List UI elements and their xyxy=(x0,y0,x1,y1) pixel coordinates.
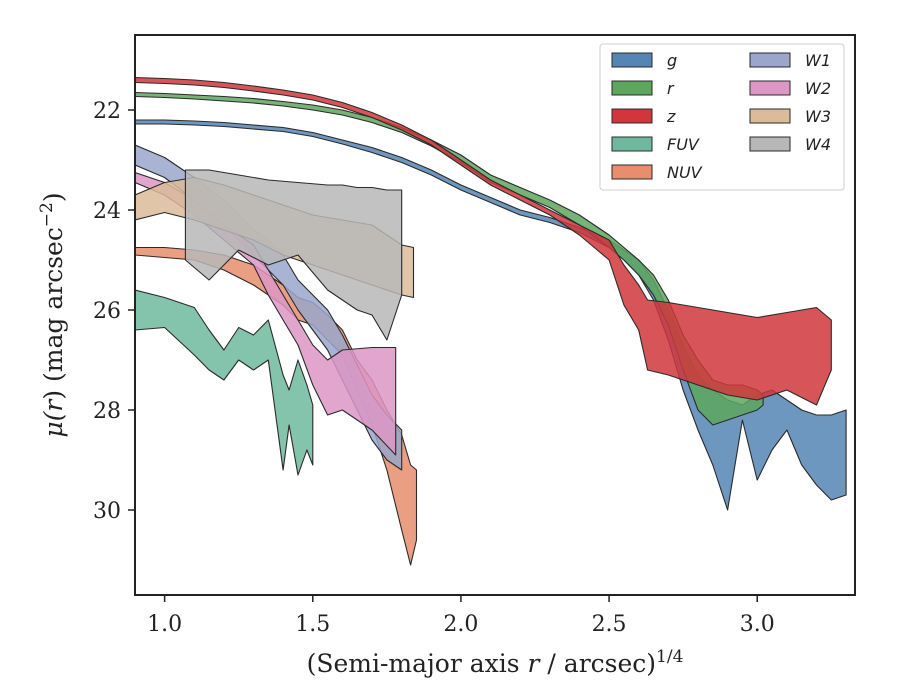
y-tick-label: 28 xyxy=(93,399,121,424)
legend-label: g xyxy=(667,51,677,70)
band-g xyxy=(135,119,847,511)
plot-frame xyxy=(134,34,856,596)
x-tick-label: 1.0 xyxy=(147,612,182,637)
band-w4 xyxy=(184,169,403,341)
legend-label: NUV xyxy=(667,163,703,182)
legend-label: W3 xyxy=(805,107,831,126)
legend-label: W2 xyxy=(805,79,831,98)
legend-swatch xyxy=(611,136,653,152)
y-axis-ticks: 22 24 26 28 30 xyxy=(93,99,135,524)
legend-swatch xyxy=(749,52,791,68)
series-bands xyxy=(135,76,847,566)
x-tick-label: 3.0 xyxy=(740,612,775,637)
legend-label: z xyxy=(666,107,676,126)
band-fuv xyxy=(135,289,314,476)
legend-swatch xyxy=(611,164,653,180)
legend-swatch xyxy=(749,136,791,152)
y-tick-label: 24 xyxy=(93,199,121,224)
legend-swatch xyxy=(611,80,653,96)
legend-label: W1 xyxy=(805,51,831,70)
x-tick-label: 2.0 xyxy=(443,612,478,637)
x-tick-label: 1.5 xyxy=(295,612,330,637)
y-axis-label: μ(r) (mag arcsec−2) xyxy=(37,192,68,437)
legend-swatch xyxy=(611,108,653,124)
legend-label: W4 xyxy=(805,135,831,154)
legend-label: FUV xyxy=(667,135,700,154)
x-axis-ticks: 1.0 1.5 2.0 2.5 3.0 xyxy=(147,595,775,637)
x-axis-label: (Semi-major axis r / arcsec)1/4 xyxy=(307,647,684,678)
band-z xyxy=(135,76,832,406)
x-tick-label: 2.5 xyxy=(592,612,627,637)
legend-label: r xyxy=(667,79,675,98)
legend-swatch xyxy=(749,108,791,124)
legend-swatch xyxy=(611,52,653,68)
y-tick-label: 22 xyxy=(93,99,121,124)
legend: grz FUV NUV W1 W2 W3 W4 xyxy=(599,43,845,191)
y-tick-label: 30 xyxy=(93,499,121,524)
legend-swatch xyxy=(749,80,791,96)
y-tick-label: 26 xyxy=(93,299,121,324)
